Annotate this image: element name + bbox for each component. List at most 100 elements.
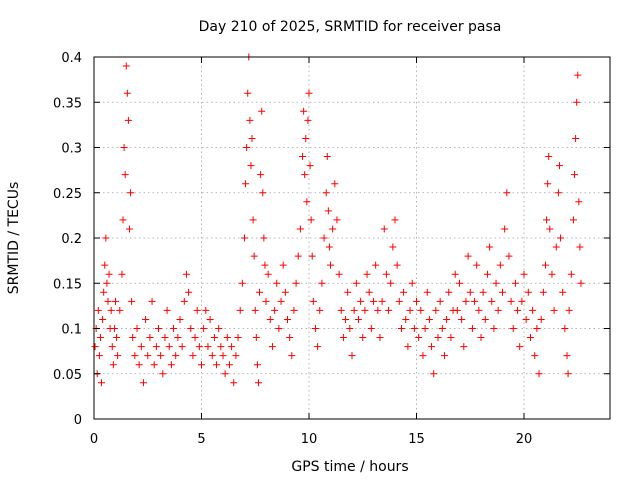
data-point — [367, 325, 375, 332]
data-point — [492, 279, 500, 287]
data-point — [137, 343, 145, 351]
data-point — [133, 325, 141, 332]
data-point — [516, 343, 524, 351]
data-point — [323, 153, 331, 161]
data-point — [230, 379, 238, 387]
data-point — [249, 216, 257, 224]
data-point — [395, 297, 403, 305]
data-point — [518, 297, 526, 305]
data-point — [296, 225, 304, 233]
data-point — [471, 297, 479, 305]
y-tick-label: 0.1 — [61, 323, 82, 338]
data-point — [542, 261, 549, 269]
data-point — [250, 252, 258, 260]
data-point — [129, 334, 137, 342]
data-point — [217, 343, 225, 351]
data-point — [172, 352, 180, 360]
data-point — [95, 352, 103, 360]
data-point — [254, 379, 262, 387]
data-point — [543, 216, 551, 224]
data-point — [266, 315, 274, 323]
data-point — [247, 162, 255, 170]
data-point — [324, 207, 332, 215]
data-point — [252, 334, 260, 342]
data-point — [363, 270, 371, 278]
data-point — [423, 288, 431, 296]
data-point — [569, 216, 577, 224]
data-point — [557, 234, 565, 242]
data-point — [228, 343, 236, 351]
data-point — [109, 361, 117, 369]
data-point — [256, 288, 264, 296]
data-point — [157, 352, 165, 360]
data-point — [159, 370, 167, 378]
data-point — [322, 189, 330, 197]
data-point — [479, 288, 487, 296]
data-point — [348, 352, 356, 360]
data-point — [225, 361, 233, 369]
data-point — [533, 325, 541, 332]
x-tick-label: 15 — [408, 432, 425, 447]
data-point — [565, 306, 573, 314]
data-point — [98, 379, 106, 387]
data-point — [204, 343, 212, 351]
data-point — [475, 306, 483, 314]
data-point — [124, 116, 132, 124]
data-point — [303, 198, 311, 206]
data-point — [520, 270, 528, 278]
data-point — [524, 288, 532, 296]
data-point — [187, 325, 195, 332]
data-point — [112, 297, 119, 305]
data-point — [100, 288, 108, 296]
data-point — [318, 279, 326, 287]
data-point — [161, 334, 169, 342]
data-point — [404, 343, 412, 351]
data-point — [258, 107, 266, 115]
data-point — [552, 243, 560, 251]
grid — [94, 57, 610, 419]
data-point — [511, 279, 519, 287]
data-point — [286, 334, 294, 342]
x-tick-label: 20 — [516, 432, 533, 447]
data-point — [425, 315, 433, 323]
y-tick-label: 0.35 — [53, 96, 82, 111]
data-point — [550, 306, 558, 314]
data-point — [223, 334, 231, 342]
data-point — [198, 361, 205, 369]
data-point — [451, 270, 459, 278]
data-point — [391, 216, 399, 224]
data-point — [458, 315, 466, 323]
data-point — [514, 306, 522, 314]
data-point — [290, 306, 298, 314]
data-point — [408, 279, 416, 287]
data-point — [146, 334, 154, 342]
data-point — [561, 325, 569, 332]
data-point — [120, 144, 128, 151]
data-point — [219, 352, 227, 360]
data-point — [300, 107, 308, 115]
data-point — [307, 216, 315, 224]
data-point — [123, 89, 131, 97]
data-point — [195, 343, 203, 351]
data-point — [559, 288, 567, 296]
data-point — [385, 306, 393, 314]
data-point — [567, 270, 575, 278]
data-points — [91, 53, 585, 387]
data-point — [421, 325, 429, 332]
data-point — [165, 343, 173, 351]
y-tick-label: 0.25 — [53, 187, 82, 202]
data-point — [259, 189, 267, 197]
data-point — [573, 98, 581, 106]
data-point — [436, 297, 444, 305]
data-point — [185, 288, 193, 296]
data-point — [241, 234, 248, 242]
data-point — [380, 225, 388, 233]
data-point — [555, 162, 563, 170]
data-point — [434, 334, 442, 342]
data-point — [294, 252, 302, 260]
data-point — [213, 361, 221, 369]
data-point — [150, 361, 158, 369]
data-point — [537, 315, 545, 323]
data-point — [113, 334, 121, 342]
data-point — [304, 116, 312, 124]
